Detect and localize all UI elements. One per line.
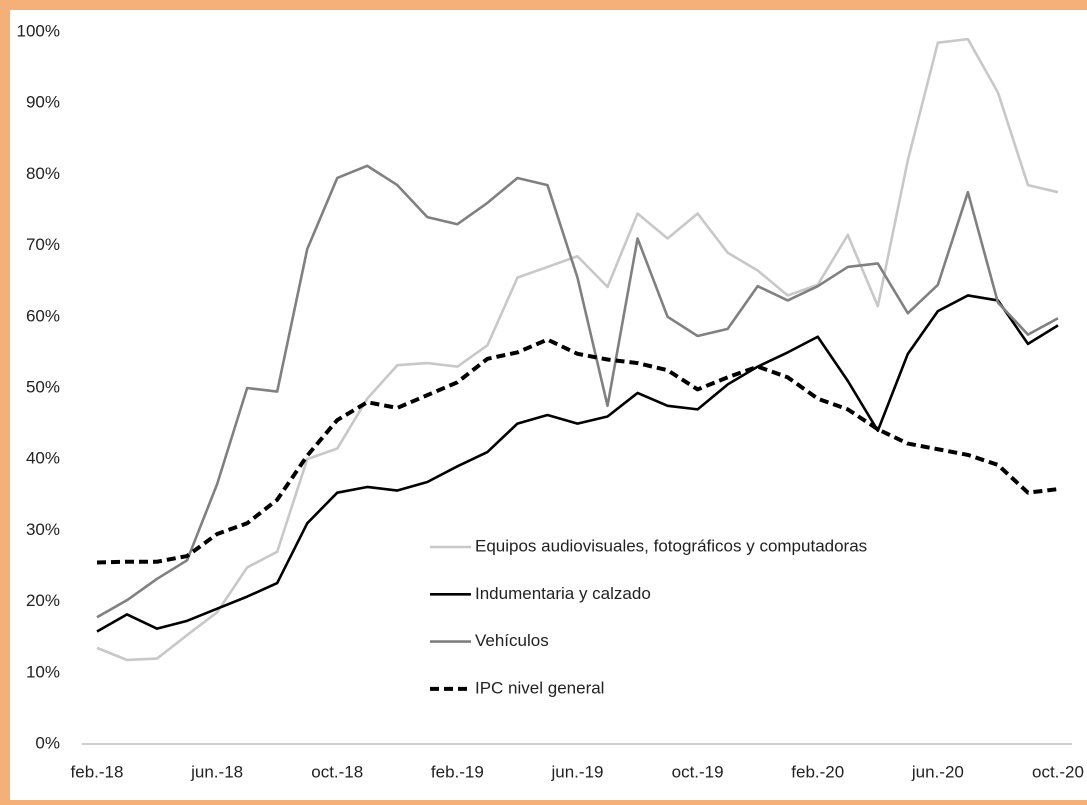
y-tick-label: 60% [26,306,60,325]
series-line [96,37,1059,662]
x-tick-label: jun.-20 [911,762,964,781]
x-tick-label: feb.-18 [71,762,124,781]
x-tick-label: oct.-19 [672,762,724,781]
chart: 0% 10% 20% 30% 40% 50% 60% 70% 80% 90% 100% feb.-18… [17,21,1084,781]
series-line [96,164,1059,619]
y-tick-label: 10% [26,662,60,681]
x-tick-label: oct.-18 [311,762,363,781]
x-tick-label: jun.-18 [190,762,243,781]
x-tick-label: feb.-20 [791,762,844,781]
chart-frame: 0% 10% 20% 30% 40% 50% 60% 70% 80% 90% 100% feb.-18… [10,10,1087,800]
series-line [96,294,1059,633]
y-tick-label: 90% [26,93,60,112]
legend-label: Equipos audiovisuales, fotográficos y co… [475,536,867,555]
y-tick-label: 80% [26,164,60,183]
y-tick-label: 30% [26,520,60,539]
y-tick-label: 70% [26,235,60,254]
y-tick-label: 0% [35,733,60,752]
y-tick-label: 20% [26,591,60,610]
x-tick-label: jun.-19 [551,762,604,781]
y-tick-label: 40% [26,449,60,468]
y-tick-label: 50% [26,377,60,396]
x-tick-label: oct.-20 [1032,762,1084,781]
legend-label: Indumentaria y calzado [475,584,651,603]
x-tick-label: feb.-19 [431,762,484,781]
series-line [96,337,1059,565]
y-tick-label: 100% [17,21,60,40]
legend-label: IPC nivel general [475,678,604,697]
legend-label: Vehículos [475,631,549,650]
